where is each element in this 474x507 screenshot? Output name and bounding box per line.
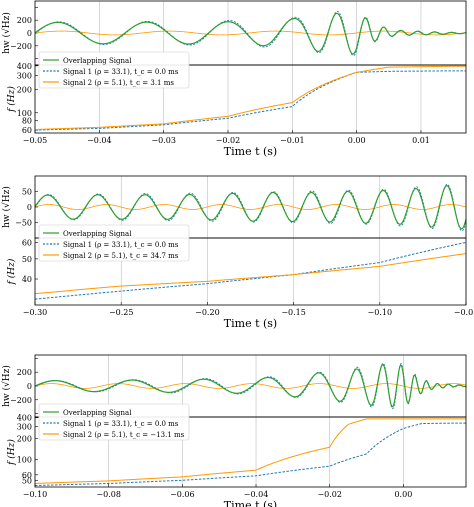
y-tick-label: 0	[27, 203, 32, 212]
x-tick-label: −0.01	[280, 136, 305, 145]
signal2-freq-line	[34, 65, 466, 130]
x-tick-label: −0.15	[281, 308, 306, 317]
f-tick-label: 50	[22, 476, 32, 485]
legend-label: Signal 2 (ρ = 5.1), t_c = −13.1 ms	[63, 431, 185, 439]
f-tick-label: 40	[22, 275, 32, 284]
x-tick-label: −0.02	[216, 136, 241, 145]
signal1-freq-line	[34, 241, 467, 300]
x-axis-label: Time t (s)	[224, 499, 277, 507]
strain-ylabel: hw (√Hz)	[1, 12, 12, 54]
y-tick-label: −200	[10, 42, 32, 51]
signal2-strain-line	[34, 383, 467, 389]
legend-box	[38, 403, 190, 441]
x-tick-label: −0.04	[244, 490, 269, 499]
legend: Overlapping Signal Signal 1 (ρ = 33.1), t…	[38, 403, 190, 441]
freq-axes-frame	[34, 64, 467, 134]
f-tick-label: 200	[17, 85, 32, 94]
freq-ylabel: f (Hz)	[6, 258, 17, 285]
x-axis-label: Time t (s)	[224, 317, 277, 330]
x-tick-label: 0.01	[412, 136, 430, 145]
signal2-strain-line	[34, 204, 467, 210]
legend-label: Signal 1 (ρ = 33.1), t_c = 0.0 ms	[63, 241, 179, 249]
x-axis-label: Time t (s)	[224, 145, 277, 158]
legend-label: Signal 1 (ρ = 33.1), t_c = 0.0 ms	[63, 420, 179, 428]
legend-label: Overlapping Signal	[63, 409, 132, 417]
f-tick-label: 200	[17, 435, 32, 444]
strain-ylabel: hw (√Hz)	[1, 186, 12, 228]
legend-label: Overlapping Signal	[63, 230, 132, 238]
y-tick-label: 0	[27, 382, 32, 391]
x-tick-label: −0.05	[23, 136, 48, 145]
legend: Overlapping Signal Signal 1 (ρ = 33.1), t…	[38, 51, 190, 89]
f-tick-label: 300	[17, 422, 32, 431]
x-tick-label: −0.06	[170, 490, 195, 499]
x-tick-label: −0.04	[87, 136, 112, 145]
signal2-freq-line	[34, 253, 467, 295]
freq-axes-frame	[34, 416, 467, 488]
signal1-freq-line	[34, 70, 466, 131]
x-tick-label: −0.20	[195, 308, 220, 317]
strain-ylabel: hw (√Hz)	[1, 365, 12, 407]
x-tick-label: −0.10	[368, 308, 393, 317]
f-tick-label: 300	[17, 72, 32, 81]
f-tick-label: 400	[17, 62, 32, 71]
signal1-strain-line	[34, 10, 467, 57]
f-tick-label: 60	[22, 471, 32, 480]
f-tick-label: 50	[22, 255, 32, 264]
y-tick-label: 200	[17, 16, 32, 25]
signal1-strain-line	[34, 362, 467, 410]
freq-axes-frame	[34, 237, 467, 306]
f-tick-label: 80	[22, 116, 32, 125]
f-tick-label: 400	[17, 414, 32, 423]
y-tick-label: 50	[22, 188, 32, 197]
overlap-strain-line	[34, 364, 467, 408]
legend-box	[38, 51, 190, 89]
f-tick-label: 60	[22, 238, 32, 247]
x-tick-label: −0.25	[109, 308, 134, 317]
legend-label: Signal 2 (ρ = 5.1), t_c = 3.1 ms	[63, 79, 174, 87]
freq-ylabel: f (Hz)	[6, 86, 17, 113]
y-tick-label: 200	[17, 368, 32, 377]
f-tick-label: 100	[17, 455, 32, 464]
f-tick-label: 100	[17, 109, 32, 118]
y-tick-label: −200	[10, 396, 32, 405]
x-tick-label: 0.00	[348, 136, 366, 145]
legend-label: Signal 1 (ρ = 33.1), t_c = 0.0 ms	[63, 68, 179, 76]
legend: Overlapping Signal Signal 1 (ρ = 33.1), t…	[38, 224, 190, 262]
x-tick-label: −0.05	[454, 308, 474, 317]
x-tick-label: −0.03	[151, 136, 176, 145]
x-tick-label: −0.02	[317, 490, 342, 499]
legend-box	[38, 224, 190, 262]
chart-panel-2: −50 0 50 hw (√Hz) 40 50 60 f (Hz) −0.30 −0.25 −0.2…	[1, 175, 474, 330]
x-tick-label: −0.10	[23, 490, 48, 499]
y-tick-label: 0	[27, 29, 32, 38]
legend-label: Overlapping Signal	[63, 57, 132, 65]
signal2-strain-line	[34, 30, 467, 36]
freq-ylabel: f (Hz)	[6, 439, 17, 466]
legend-label: Signal 2 (ρ = 5.1), t_c = 34.7 ms	[63, 252, 179, 260]
y-tick-label: −50	[15, 219, 32, 228]
f-tick-label: 60	[22, 126, 32, 135]
overlap-strain-line	[34, 185, 467, 230]
signal1-freq-line	[34, 422, 466, 487]
x-tick-label: −0.30	[23, 308, 48, 317]
overlap-strain-line	[34, 12, 467, 55]
signal2-freq-line	[34, 418, 466, 484]
x-tick-label: −0.08	[96, 490, 121, 499]
x-tick-label: 0.00	[394, 490, 412, 499]
